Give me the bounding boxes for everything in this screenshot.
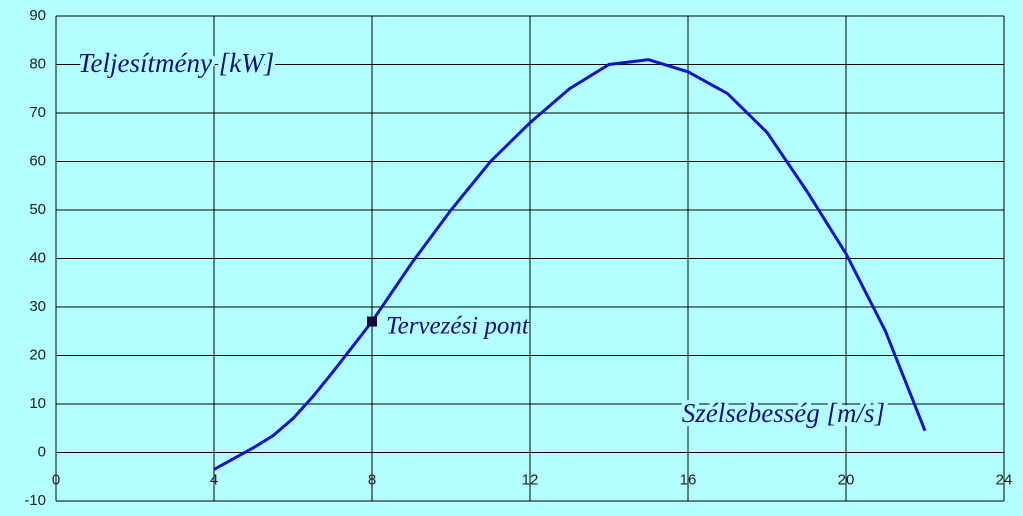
y-tick-label: 10 xyxy=(29,395,46,412)
x-tick-label: 8 xyxy=(368,472,376,489)
y-tick-label: 30 xyxy=(29,298,46,315)
x-tick-label: 16 xyxy=(680,472,697,489)
y-tick-label: 40 xyxy=(29,249,46,266)
y-tick-label: 70 xyxy=(29,104,46,121)
x-tick-label: 12 xyxy=(522,472,539,489)
y-tick-label: 60 xyxy=(29,152,46,169)
y-tick-label: 20 xyxy=(29,346,46,363)
x-tick-label: 24 xyxy=(996,472,1013,489)
annotation-label: Tervezési pont xyxy=(386,312,530,339)
y-tick-label: -10 xyxy=(24,492,46,509)
y-tick-label: 50 xyxy=(29,201,46,218)
y-tick-label: 0 xyxy=(38,443,46,460)
y-axis-label: Teljesítmény [kW] xyxy=(78,48,274,78)
x-tick-label: 20 xyxy=(838,472,855,489)
x-axis-label: Szélsebesség [m/s] xyxy=(682,398,885,428)
line xyxy=(213,58,927,471)
annotation-marker xyxy=(367,316,377,327)
x-tick-label: 4 xyxy=(210,472,218,489)
x-tick-label: 0 xyxy=(52,472,60,489)
y-tick-label: 90 xyxy=(29,7,46,24)
y-tick-label: 80 xyxy=(29,55,46,72)
